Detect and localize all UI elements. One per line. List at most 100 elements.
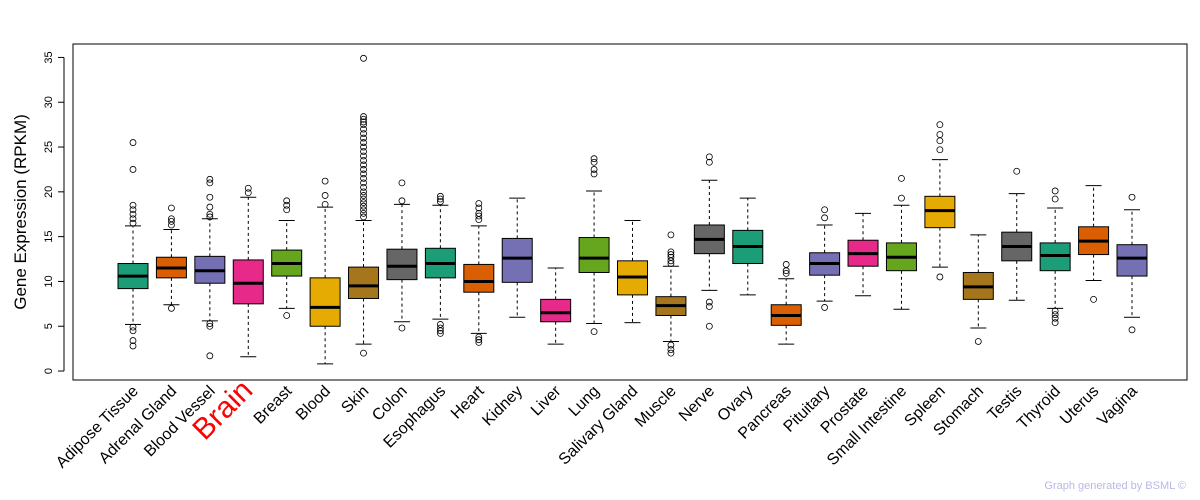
outlier-point — [129, 201, 137, 209]
outlier-point — [436, 192, 444, 200]
outlier-point — [360, 115, 367, 123]
x-label-breast: Breast — [251, 382, 296, 427]
outlier-point — [129, 215, 137, 223]
outlier-point — [821, 304, 829, 311]
box-adrenal-gland — [155, 204, 187, 312]
outlier-point — [360, 195, 367, 203]
box-esophagus — [424, 192, 456, 337]
outlier-point — [782, 269, 790, 277]
outlier-point — [667, 231, 675, 239]
outlier-point — [360, 174, 367, 182]
outlier-point — [206, 210, 214, 218]
outlier-point — [398, 179, 406, 187]
x-label-kidney: Kidney — [479, 383, 526, 430]
outlier-point — [360, 206, 367, 214]
outlier-point — [206, 352, 214, 360]
outlier-point — [360, 143, 367, 151]
outlier-point — [206, 179, 214, 187]
y-tick-label: 30 — [43, 96, 55, 108]
outlier-point — [129, 219, 137, 227]
outlier-point — [667, 251, 675, 258]
outlier-point — [782, 261, 790, 268]
x-label-skin: Skin — [338, 383, 372, 417]
outlier-point — [436, 195, 444, 203]
box-pituitary — [809, 206, 841, 311]
outlier-point — [398, 197, 406, 205]
outlier-point — [436, 330, 444, 337]
y-tick-label: 20 — [43, 186, 55, 198]
box-pancreas — [770, 261, 802, 345]
outlier-point — [705, 298, 713, 306]
outlier-point — [898, 174, 905, 182]
outlier-point — [705, 158, 713, 166]
outlier-point — [475, 209, 483, 217]
outlier-point — [705, 153, 713, 161]
outlier-point — [1128, 326, 1136, 334]
outlier-point — [1051, 311, 1059, 318]
box-kidney — [501, 197, 533, 318]
x-label-vagina: Vagina — [1094, 383, 1140, 429]
box-ovary — [732, 197, 764, 296]
outlier-point — [360, 213, 367, 221]
outlier-point — [360, 188, 367, 196]
outlier-point — [705, 303, 713, 310]
outlier-point — [129, 327, 137, 335]
x-label-thyroid: Thyroid — [1014, 383, 1064, 433]
outlier-point — [398, 324, 406, 332]
credit-text: Graph generated by BSML © — [1044, 480, 1186, 492]
box-liver — [540, 267, 572, 345]
outlier-point — [168, 304, 175, 312]
outlier-point — [360, 199, 367, 206]
outlier-point — [1051, 314, 1059, 322]
plot-frame — [72, 43, 1188, 381]
outlier-point — [321, 177, 329, 185]
box-iqr — [348, 266, 380, 299]
outlier-point — [244, 189, 252, 197]
outlier-point — [936, 137, 944, 145]
outlier-point — [168, 218, 175, 225]
y-axis: 0 5 10 15 20 25 30 35 — [43, 51, 65, 374]
x-label-uterus: Uterus — [1057, 383, 1102, 428]
box-iqr — [501, 237, 533, 283]
outlier-point — [475, 336, 483, 344]
outlier-point — [283, 197, 291, 205]
outlier-point — [360, 157, 367, 164]
outlier-point — [206, 213, 214, 221]
box-heart — [463, 200, 495, 346]
y-tick-label: 15 — [43, 231, 55, 243]
box-iqr — [309, 277, 341, 327]
outlier-point — [667, 253, 675, 261]
outlier-point — [206, 320, 214, 327]
outlier-point — [283, 312, 291, 319]
outlier-point — [936, 121, 944, 129]
outlier-point — [667, 341, 675, 349]
outlier-point — [936, 131, 944, 138]
outlier-point — [129, 139, 137, 146]
outlier-point — [168, 221, 175, 229]
outlier-point — [436, 198, 444, 206]
y-tick-label: 10 — [43, 275, 55, 287]
outlier-point — [360, 349, 367, 357]
outlier-point — [360, 148, 367, 155]
outlier-point — [475, 333, 483, 341]
outlier-point — [667, 349, 675, 357]
y-tick-label: 35 — [43, 51, 55, 63]
outlier-point — [436, 324, 444, 332]
outlier-point — [898, 194, 905, 202]
box-iqr — [386, 248, 418, 281]
outlier-point — [321, 192, 329, 199]
box-stomach — [962, 234, 994, 345]
outlier-point — [360, 183, 367, 191]
outlier-point — [168, 204, 175, 212]
outlier-point — [1051, 319, 1059, 327]
outlier-point — [360, 54, 367, 62]
outlier-point — [974, 338, 982, 345]
outlier-point — [1051, 195, 1059, 203]
outlier-point — [129, 337, 137, 344]
outlier-point — [360, 125, 367, 133]
x-label-blood: Blood — [293, 383, 334, 424]
box-iqr — [578, 237, 610, 273]
outlier-point — [360, 134, 367, 142]
outlier-point — [360, 113, 367, 120]
